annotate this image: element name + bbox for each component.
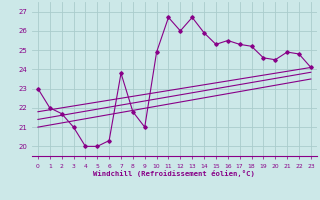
X-axis label: Windchill (Refroidissement éolien,°C): Windchill (Refroidissement éolien,°C) bbox=[93, 170, 255, 177]
